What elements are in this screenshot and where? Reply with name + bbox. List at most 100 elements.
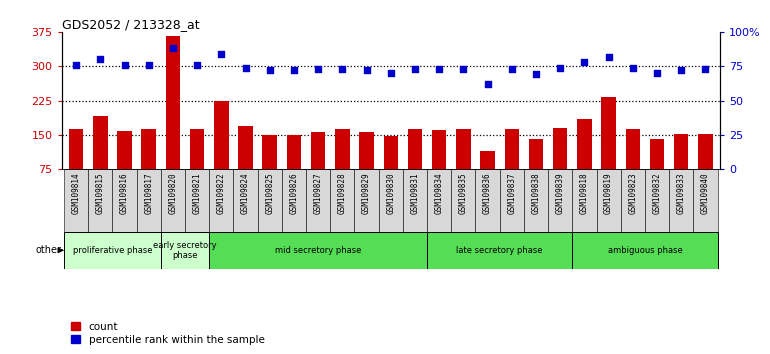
Bar	[190, 129, 204, 204]
Text: GSM109835: GSM109835	[459, 172, 468, 214]
Point	[239, 65, 252, 70]
Bar	[625, 129, 640, 204]
FancyBboxPatch shape	[476, 169, 500, 232]
Point	[457, 66, 470, 72]
Point	[651, 70, 663, 76]
Bar	[214, 101, 229, 204]
Point	[433, 66, 445, 72]
Point	[409, 66, 421, 72]
FancyBboxPatch shape	[209, 232, 427, 269]
Point	[384, 70, 397, 76]
Bar	[93, 116, 108, 204]
Text: GSM109839: GSM109839	[556, 172, 564, 214]
Point	[336, 66, 349, 72]
Text: GDS2052 / 213328_at: GDS2052 / 213328_at	[62, 18, 199, 31]
FancyBboxPatch shape	[427, 169, 451, 232]
Text: GSM109831: GSM109831	[410, 172, 420, 214]
Bar	[504, 129, 519, 204]
FancyBboxPatch shape	[621, 169, 645, 232]
Bar	[360, 132, 373, 204]
FancyBboxPatch shape	[330, 169, 354, 232]
Text: GSM109818: GSM109818	[580, 172, 589, 214]
Text: GSM109821: GSM109821	[192, 172, 202, 214]
FancyBboxPatch shape	[427, 232, 572, 269]
Text: GSM109815: GSM109815	[95, 172, 105, 214]
Point	[288, 68, 300, 73]
Text: GSM109840: GSM109840	[701, 172, 710, 214]
Point	[578, 59, 591, 65]
FancyBboxPatch shape	[451, 169, 476, 232]
Bar	[142, 129, 156, 204]
Text: mid secretory phase: mid secretory phase	[275, 246, 361, 255]
Text: GSM109830: GSM109830	[387, 172, 395, 214]
FancyBboxPatch shape	[112, 169, 136, 232]
FancyBboxPatch shape	[89, 169, 112, 232]
Bar	[674, 135, 688, 204]
FancyBboxPatch shape	[403, 169, 427, 232]
FancyBboxPatch shape	[500, 169, 524, 232]
Text: GSM109833: GSM109833	[677, 172, 686, 214]
Bar	[698, 135, 713, 204]
Point	[142, 62, 155, 68]
FancyBboxPatch shape	[282, 169, 306, 232]
FancyBboxPatch shape	[209, 169, 233, 232]
Bar	[166, 36, 180, 204]
Text: GSM109827: GSM109827	[313, 172, 323, 214]
Text: GSM109834: GSM109834	[435, 172, 444, 214]
FancyBboxPatch shape	[572, 232, 718, 269]
Point	[191, 62, 203, 68]
Bar	[456, 129, 470, 204]
Text: GSM109829: GSM109829	[362, 172, 371, 214]
Text: GSM109819: GSM109819	[604, 172, 613, 214]
Bar	[383, 136, 398, 204]
Text: GSM109823: GSM109823	[628, 172, 638, 214]
Bar	[117, 131, 132, 204]
Text: GSM109825: GSM109825	[265, 172, 274, 214]
Bar	[480, 151, 495, 204]
Text: GSM109837: GSM109837	[507, 172, 517, 214]
Text: GSM109824: GSM109824	[241, 172, 250, 214]
Point	[699, 66, 711, 72]
Bar	[286, 135, 301, 204]
Bar	[311, 132, 326, 204]
Text: proliferative phase: proliferative phase	[72, 246, 152, 255]
FancyBboxPatch shape	[524, 169, 548, 232]
Text: GSM109828: GSM109828	[338, 172, 346, 214]
FancyBboxPatch shape	[136, 169, 161, 232]
Point	[94, 57, 106, 62]
Point	[627, 65, 639, 70]
Point	[360, 68, 373, 73]
Point	[167, 46, 179, 51]
Bar	[601, 97, 616, 204]
Text: other: other	[35, 245, 62, 255]
Point	[312, 66, 324, 72]
Bar	[238, 126, 253, 204]
Bar	[529, 139, 544, 204]
Text: late secretory phase: late secretory phase	[457, 246, 543, 255]
FancyBboxPatch shape	[161, 232, 209, 269]
Bar	[335, 129, 350, 204]
FancyBboxPatch shape	[572, 169, 597, 232]
Bar	[69, 129, 83, 204]
Bar	[578, 119, 591, 204]
Text: early secretory
phase: early secretory phase	[153, 241, 217, 260]
Point	[70, 62, 82, 68]
Legend: count, percentile rank within the sample: count, percentile rank within the sample	[67, 317, 269, 349]
FancyBboxPatch shape	[669, 169, 693, 232]
Point	[675, 68, 688, 73]
Text: GSM109816: GSM109816	[120, 172, 129, 214]
Text: GSM109832: GSM109832	[652, 172, 661, 214]
Bar	[553, 127, 567, 204]
FancyBboxPatch shape	[693, 169, 718, 232]
Text: GSM109836: GSM109836	[483, 172, 492, 214]
Point	[119, 62, 131, 68]
Bar	[650, 138, 665, 204]
Text: GSM109838: GSM109838	[531, 172, 541, 214]
Point	[506, 66, 518, 72]
FancyBboxPatch shape	[185, 169, 209, 232]
Point	[602, 54, 614, 59]
Text: GSM109814: GSM109814	[72, 172, 81, 214]
FancyBboxPatch shape	[64, 169, 89, 232]
FancyBboxPatch shape	[258, 169, 282, 232]
Bar	[408, 129, 422, 204]
